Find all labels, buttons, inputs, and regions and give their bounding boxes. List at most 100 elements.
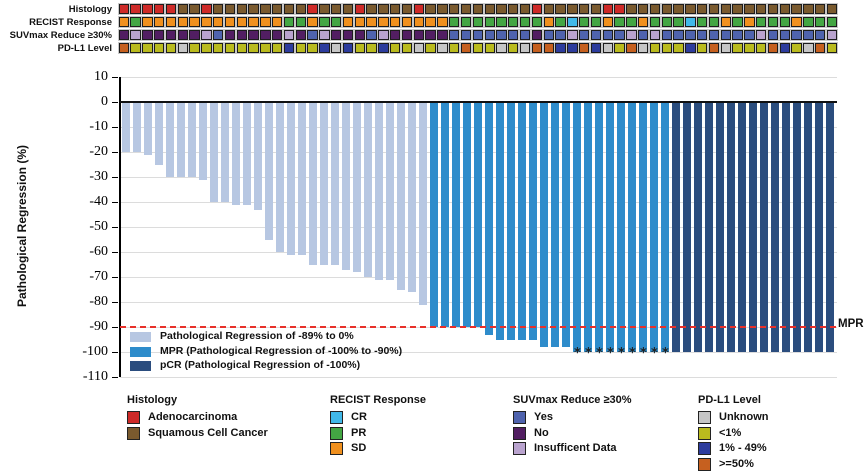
bar <box>550 102 559 347</box>
track-cell <box>331 30 342 41</box>
bar <box>528 102 537 340</box>
track-cell <box>260 4 271 15</box>
bar <box>748 102 757 352</box>
track-cell <box>531 30 543 41</box>
bar <box>715 102 724 352</box>
bar <box>649 102 658 352</box>
track-cell <box>413 4 425 15</box>
track-cell <box>354 17 366 28</box>
track-cell <box>649 17 661 28</box>
track-cell <box>331 17 342 28</box>
legend-item: No <box>513 426 632 442</box>
track-cell <box>614 30 625 41</box>
track-label-recist: RECIST Response <box>29 17 112 28</box>
track-cell <box>732 17 743 28</box>
legend-item-label: Squamous Cell Cancer <box>148 426 268 439</box>
track-cell <box>555 4 566 15</box>
track-cell <box>578 43 590 54</box>
track-cell <box>637 17 649 28</box>
track-cell <box>248 17 259 28</box>
track-cell <box>401 4 413 15</box>
track-cell <box>767 43 779 54</box>
y-tick-mark <box>112 301 118 303</box>
track-cell <box>449 4 460 15</box>
track-cell <box>814 17 826 28</box>
track-cell <box>543 43 554 54</box>
track-cell <box>826 17 838 28</box>
track-cell <box>401 17 413 28</box>
bar <box>187 102 196 177</box>
track-cell <box>201 17 212 28</box>
track-cell <box>177 43 188 54</box>
track-cell <box>272 4 283 15</box>
track-cell <box>567 4 578 15</box>
track-cell <box>342 30 354 41</box>
track-cell <box>578 17 590 28</box>
track-cell <box>720 4 731 15</box>
track-cell <box>224 4 236 15</box>
bar <box>407 102 416 292</box>
bar <box>396 102 405 290</box>
bar <box>319 102 328 265</box>
bar <box>330 102 339 265</box>
legend-item-label: Yes <box>534 411 553 423</box>
track-cell <box>295 17 307 28</box>
track-cell <box>165 4 177 15</box>
track-row-histology: Histology <box>0 4 865 16</box>
track-cell <box>319 43 330 54</box>
legend-swatch <box>698 411 711 424</box>
track-cell <box>626 43 637 54</box>
track-cell <box>307 17 318 28</box>
track-cell <box>189 4 200 15</box>
y-tick-label: 10 <box>94 69 108 84</box>
track-cell <box>283 17 295 28</box>
track-cell <box>260 17 271 28</box>
track-cell <box>331 43 342 54</box>
legend-swatch <box>513 442 526 455</box>
bar <box>605 102 614 352</box>
legend-item-label: >=50% <box>719 457 754 470</box>
bar <box>616 102 625 352</box>
bar <box>275 102 284 252</box>
track-cell <box>803 30 814 41</box>
track-cell <box>767 17 779 28</box>
track-cell <box>342 4 354 15</box>
track-cell <box>390 4 401 15</box>
gridline <box>120 377 837 378</box>
y-tick-mark <box>112 276 118 278</box>
track-cell <box>755 17 767 28</box>
track-cell <box>142 17 153 28</box>
track-cell <box>460 17 472 28</box>
asterisk: * <box>618 346 625 361</box>
bar <box>308 102 317 265</box>
bar <box>539 102 548 347</box>
track-cell <box>118 30 129 41</box>
track-cell <box>401 30 413 41</box>
legend-swatch <box>513 426 526 440</box>
track-cell <box>543 17 554 28</box>
track-cell <box>614 17 625 28</box>
bar <box>726 102 735 352</box>
track-cell <box>543 30 554 41</box>
track-cell <box>626 4 637 15</box>
track-cell <box>425 17 436 28</box>
legend-item: <1% <box>698 426 761 442</box>
bar <box>440 102 449 327</box>
bar <box>352 102 361 272</box>
track-cell <box>496 43 507 54</box>
bar <box>198 102 207 180</box>
bar <box>704 102 713 352</box>
track-cell <box>673 30 684 41</box>
track-cell <box>272 17 283 28</box>
asterisk: * <box>607 346 614 361</box>
track-cell <box>130 30 141 41</box>
mpr-blue-swatch <box>130 346 151 357</box>
track-cell <box>413 43 425 54</box>
bar <box>495 102 504 340</box>
legend-item: PR <box>330 426 426 442</box>
track-cell <box>767 30 779 41</box>
legend-item: Insufficent Data <box>513 441 632 457</box>
asterisk: * <box>585 346 592 361</box>
legend-row-pcr-label: pCR (Pathological Regression of -100%) <box>160 359 361 371</box>
legend-group-suvmax: SUVmax Reduce ≥30% Yes No Insufficent Data <box>513 394 632 457</box>
